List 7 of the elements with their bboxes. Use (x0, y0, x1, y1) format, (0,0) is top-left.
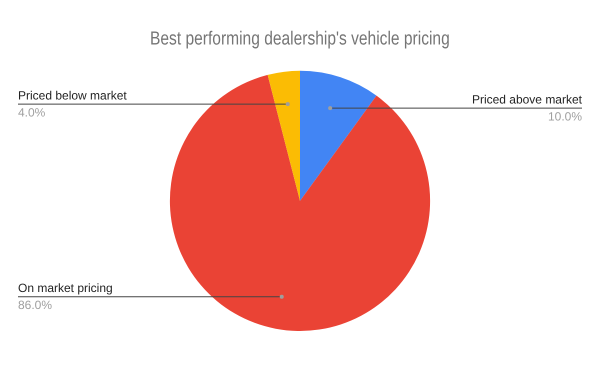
slice-label: On market pricing (18, 281, 113, 296)
data-label: 86.0% (18, 298, 52, 312)
chart-title: Best performing dealership's vehicle pricing (150, 27, 450, 50)
data-label: 10.0% (548, 109, 582, 124)
slice-label: Priced below market (18, 88, 128, 102)
data-label: 4.0% (18, 105, 46, 120)
slice-label: Priced above market (472, 92, 583, 106)
